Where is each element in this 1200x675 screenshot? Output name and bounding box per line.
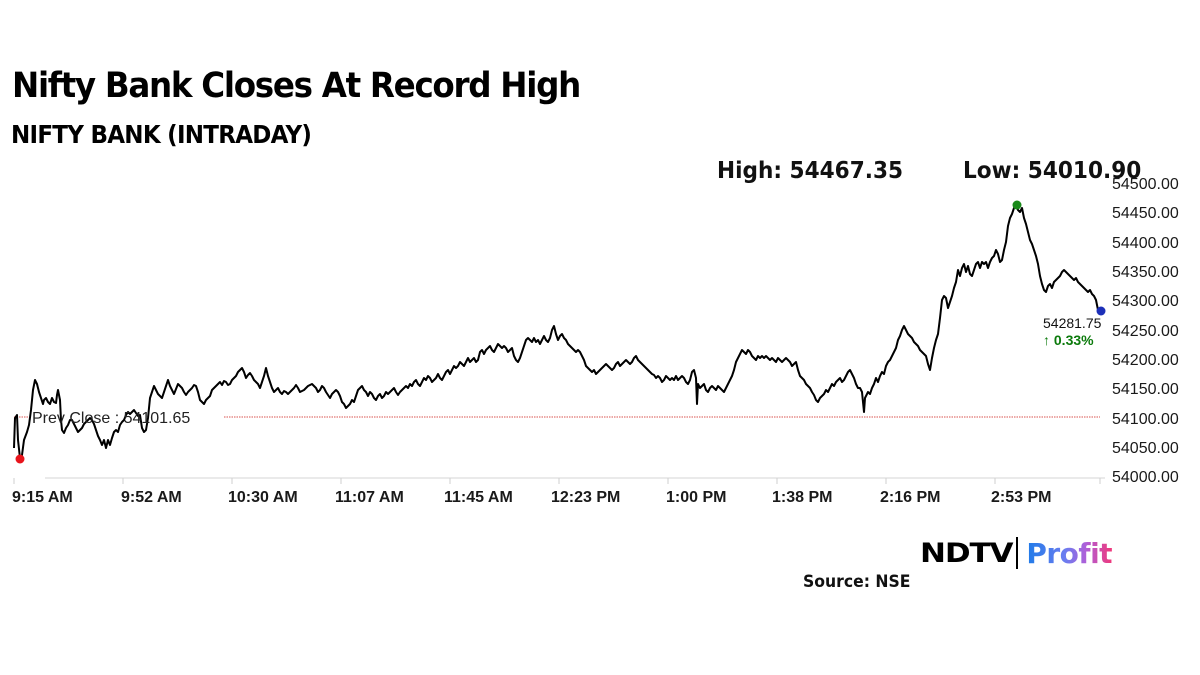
last-marker <box>1096 306 1106 316</box>
y-tick: 54500.00 <box>1112 176 1179 193</box>
y-axis: 54500.00 54450.00 54400.00 54350.00 5430… <box>1112 176 1179 486</box>
logo-separator <box>1016 537 1019 569</box>
x-tick: 10:30 AM <box>228 489 298 506</box>
x-tick: 1:00 PM <box>666 489 726 506</box>
y-tick: 54300.00 <box>1112 293 1179 310</box>
y-tick: 54400.00 <box>1112 235 1179 252</box>
x-tick: 9:52 AM <box>121 489 182 506</box>
ndtv-profit-logo: NDTV Profit <box>920 535 1113 571</box>
logo-profit-text: Profit <box>1026 536 1113 570</box>
x-tick: 1:38 PM <box>772 489 832 506</box>
y-tick: 54200.00 <box>1112 352 1179 369</box>
x-tick: 11:45 AM <box>444 489 513 506</box>
y-tick: 54350.00 <box>1112 264 1179 281</box>
y-tick: 54450.00 <box>1112 205 1179 222</box>
y-tick: 54050.00 <box>1112 440 1179 457</box>
x-tick: 12:23 PM <box>551 489 620 506</box>
last-value-label: 54281.75 <box>1043 315 1102 331</box>
high-marker <box>1012 200 1022 210</box>
prev-close-label: Prev Close : 54101.65 <box>32 410 190 427</box>
x-tick: 2:53 PM <box>991 489 1051 506</box>
y-tick: 54000.00 <box>1112 469 1179 486</box>
x-tick: 2:16 PM <box>880 489 940 506</box>
price-line <box>13 205 1101 459</box>
logo-ndtv-text: NDTV <box>920 537 1014 569</box>
chart-subtitle: NIFTY BANK (INTRADAY) <box>11 120 312 149</box>
x-axis: 9:15 AM 9:52 AM 10:30 AM 11:07 AM 11:45 … <box>12 477 1105 506</box>
y-tick: 54250.00 <box>1112 323 1179 340</box>
chart-title: Nifty Bank Closes At Record High <box>12 66 581 106</box>
x-tick: 11:07 AM <box>335 489 404 506</box>
last-change-label: ↑ 0.33% <box>1043 332 1094 348</box>
low-value: Low: 54010.90 <box>963 158 1142 184</box>
low-marker <box>15 454 25 464</box>
x-tick: 9:15 AM <box>12 489 73 506</box>
source-label: Source: NSE <box>803 572 911 592</box>
y-tick: 54150.00 <box>1112 381 1179 398</box>
high-value: High: 54467.35 <box>717 158 904 184</box>
y-tick: 54100.00 <box>1112 411 1179 428</box>
